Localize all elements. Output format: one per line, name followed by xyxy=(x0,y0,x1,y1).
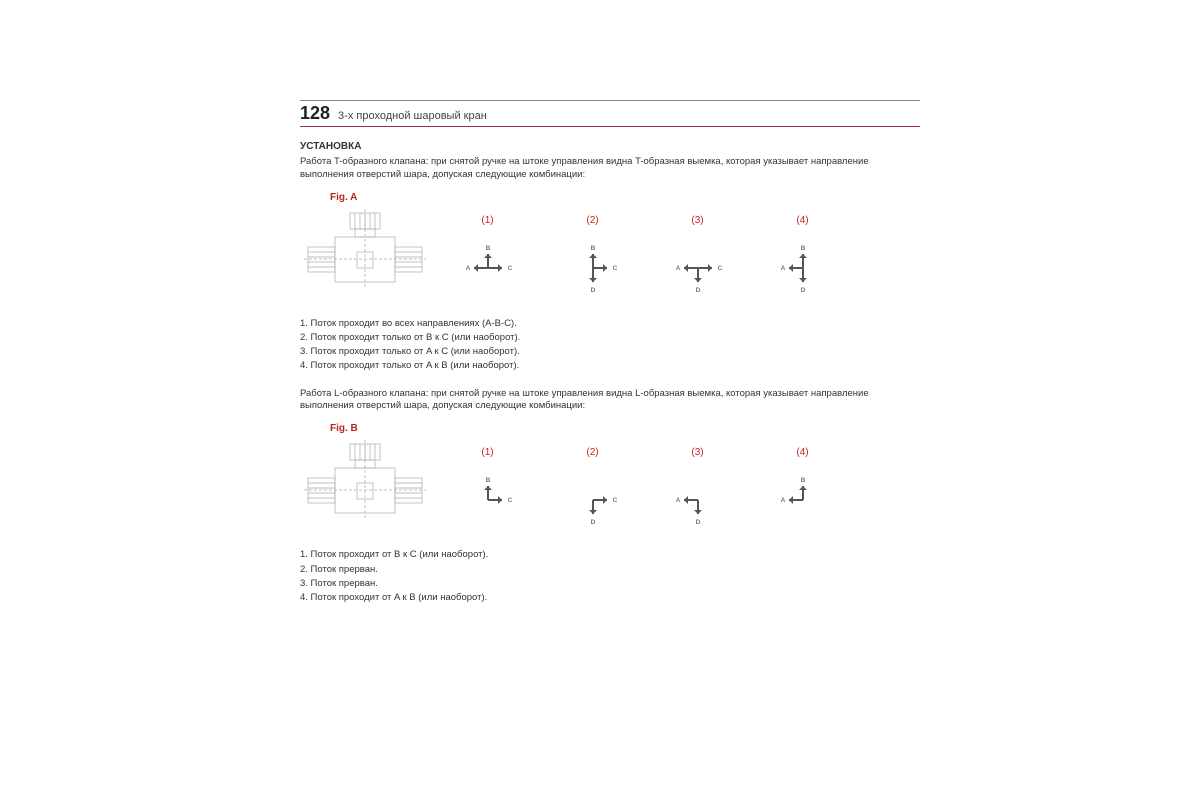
svg-text:A: A xyxy=(675,497,680,504)
fig-b-row: (1) BC (2) DC (3) DA (4) BA xyxy=(300,438,920,538)
valve-drawing-a xyxy=(300,207,430,307)
svg-text:D: D xyxy=(590,519,595,526)
arrow-diagram: B A C xyxy=(448,240,528,295)
svg-text:C: C xyxy=(717,265,722,272)
fig-a-combo-3: (3) D A C xyxy=(650,215,745,298)
combo-num: (2) xyxy=(545,447,640,458)
combo-num: (4) xyxy=(755,447,850,458)
arrow-diagram: B D C xyxy=(553,240,633,295)
svg-text:D: D xyxy=(695,287,700,294)
fig-b-combo-1: (1) BC xyxy=(440,447,535,530)
fig-b-combo-2: (2) DC xyxy=(545,447,640,530)
page-number: 128 xyxy=(300,103,330,124)
list-item: 1. Поток проходит во всех направлениях (… xyxy=(300,317,920,331)
list-item: 3. Поток прерван. xyxy=(300,577,920,591)
svg-text:D: D xyxy=(695,519,700,526)
combo-num: (4) xyxy=(755,215,850,226)
fig-b-combo-4: (4) BA xyxy=(755,447,850,530)
svg-text:B: B xyxy=(590,245,595,252)
combo-num: (3) xyxy=(650,447,745,458)
list-item: 2. Поток прерван. xyxy=(300,563,920,577)
svg-text:B: B xyxy=(485,245,490,252)
svg-text:C: C xyxy=(507,497,512,504)
fig-b-combo-3: (3) DA xyxy=(650,447,745,530)
list-item: 1. Поток проходит от B к C (или наоборот… xyxy=(300,548,920,562)
arrow-diagram: BA xyxy=(763,472,843,527)
svg-text:C: C xyxy=(612,497,617,504)
list-a: 1. Поток проходит во всех направлениях (… xyxy=(300,317,920,374)
fig-b-label: Fig. B xyxy=(330,423,920,434)
svg-text:C: C xyxy=(612,265,617,272)
arrow-diagram: D A C xyxy=(658,240,738,295)
svg-text:B: B xyxy=(485,477,490,484)
combo-num: (3) xyxy=(650,215,745,226)
list-item: 2. Поток проходит только от B к C (или н… xyxy=(300,331,920,345)
fig-a-row: (1) B A C (2) B D C (3) D A C (4) B D A xyxy=(300,207,920,307)
svg-text:B: B xyxy=(800,477,805,484)
fig-a-combo-4: (4) B D A xyxy=(755,215,850,298)
list-b: 1. Поток проходит от B к C (или наоборот… xyxy=(300,548,920,605)
fig-a-combo-1: (1) B A C xyxy=(440,215,535,298)
svg-text:B: B xyxy=(800,245,805,252)
arrow-diagram: B D A xyxy=(763,240,843,295)
section-title: УСТАНОВКА xyxy=(300,141,920,152)
svg-text:D: D xyxy=(590,287,595,294)
arrow-diagram: DC xyxy=(553,472,633,527)
combo-num: (1) xyxy=(440,215,535,226)
svg-text:A: A xyxy=(465,265,470,272)
svg-text:D: D xyxy=(800,287,805,294)
fig-a-label: Fig. A xyxy=(330,192,920,203)
list-item: 4. Поток проходит только от A к B (или н… xyxy=(300,359,920,373)
arrow-diagram: BC xyxy=(448,472,528,527)
svg-text:C: C xyxy=(507,265,512,272)
arrow-diagram: DA xyxy=(658,472,738,527)
svg-text:A: A xyxy=(675,265,680,272)
list-item: 3. Поток проходит только от A к C (или н… xyxy=(300,345,920,359)
page-title: 3-х проходной шаровый кран xyxy=(338,110,487,122)
list-item: 4. Поток проходит от A к B (или наоборот… xyxy=(300,591,920,605)
page-header: 128 3-х проходной шаровый кран xyxy=(300,100,920,127)
para-b: Работа L-образного клапана: при снятой р… xyxy=(300,388,920,414)
combo-num: (2) xyxy=(545,215,640,226)
fig-a-combo-2: (2) B D C xyxy=(545,215,640,298)
valve-drawing-b xyxy=(300,438,430,538)
combo-num: (1) xyxy=(440,447,535,458)
svg-text:A: A xyxy=(780,265,785,272)
para-a: Работа T-образного клапана: при снятой р… xyxy=(300,156,920,182)
svg-text:A: A xyxy=(780,497,785,504)
